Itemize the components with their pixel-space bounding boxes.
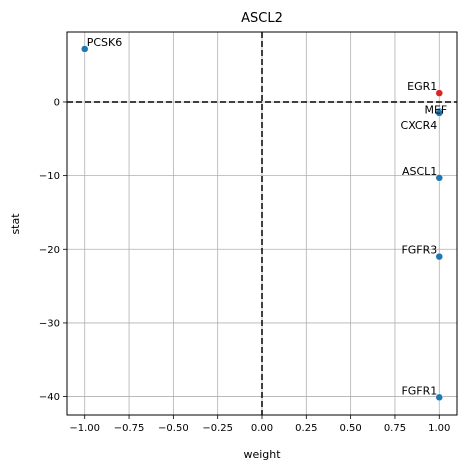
data-point <box>435 89 444 97</box>
point-label: CXCR4 <box>401 119 438 132</box>
y-tick-label: −10 <box>39 171 60 182</box>
point-labels: PCSK6 EGR1 MEF CXCR4 ASCL1 FGFR3 FGFR1 <box>87 36 448 397</box>
x-tick-label: 1.00 <box>428 423 450 434</box>
data-point <box>435 174 444 182</box>
chart-title: ASCL2 <box>241 11 283 26</box>
point-label: MEF <box>424 104 447 117</box>
x-tick-label: −0.25 <box>202 423 233 434</box>
data-points <box>80 45 444 402</box>
x-axis-label: weight <box>243 448 281 461</box>
point-label: PCSK6 <box>87 36 123 49</box>
x-axis-ticks: −1.00 −0.75 −0.50 −0.25 0.00 0.25 0.50 0.75 1.00 <box>69 415 450 434</box>
x-tick-label: 0.00 <box>251 423 273 434</box>
x-tick-label: −0.75 <box>114 423 145 434</box>
x-tick-label: 0.75 <box>384 423 406 434</box>
y-tick-label: −20 <box>39 245 60 256</box>
point-label: ASCL1 <box>402 165 437 178</box>
x-tick-label: −1.00 <box>69 423 100 434</box>
reference-lines <box>67 32 457 415</box>
y-tick-label: −30 <box>39 318 60 329</box>
data-point <box>80 45 89 53</box>
point-label: EGR1 <box>407 80 437 93</box>
data-point <box>435 393 444 402</box>
x-tick-label: 0.50 <box>340 423 362 434</box>
y-axis-ticks: 0 −10 −20 −30 −40 <box>39 97 67 403</box>
y-axis-label: stat <box>9 213 22 235</box>
y-tick-label: −40 <box>39 392 60 403</box>
point-label: FGFR3 <box>401 244 437 257</box>
x-tick-label: −0.50 <box>158 423 189 434</box>
data-point <box>435 109 444 117</box>
y-tick-label: 0 <box>54 97 60 108</box>
data-point <box>435 252 444 261</box>
x-tick-label: 0.25 <box>295 423 317 434</box>
point-label: FGFR1 <box>401 384 437 397</box>
